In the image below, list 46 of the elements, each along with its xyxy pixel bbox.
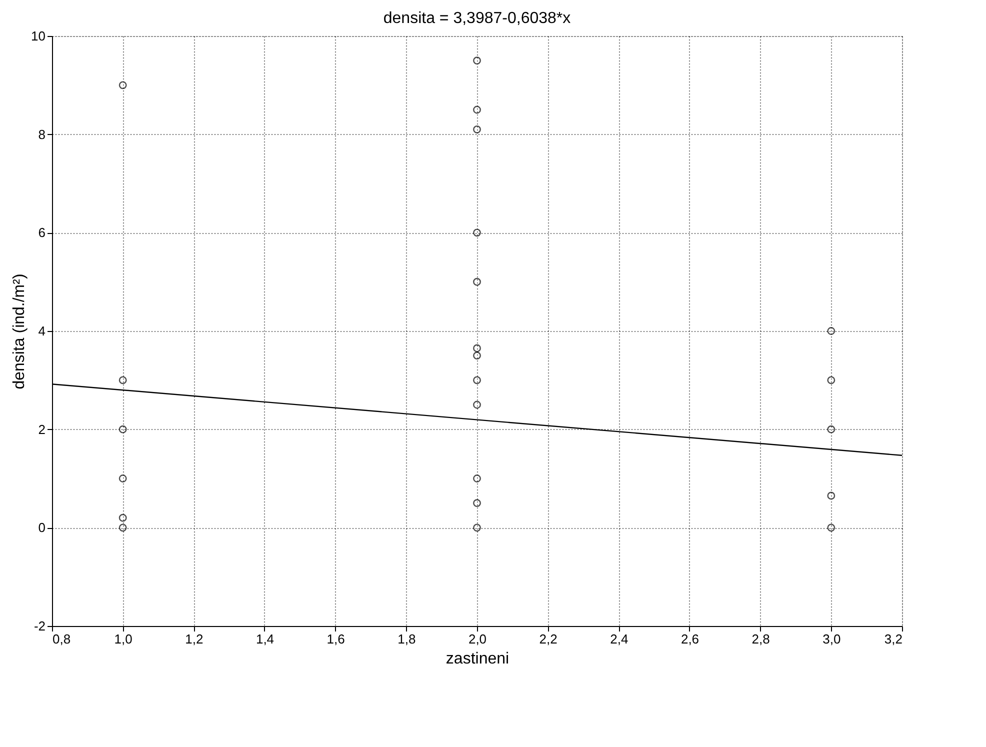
x-tick-label: 1,4: [256, 632, 274, 646]
x-tick-label: 3,2: [884, 632, 902, 646]
x-tick-label: 2,4: [610, 632, 628, 646]
y-tick-label: 0: [38, 520, 46, 536]
point: [118, 514, 127, 522]
y-tick-label: 6: [38, 225, 46, 240]
x-axis-title: zastineni: [446, 650, 510, 668]
point: [118, 81, 127, 90]
point: [473, 524, 481, 532]
x-tick-label: 2,0: [468, 632, 487, 646]
point: [473, 499, 481, 508]
point: [473, 278, 481, 286]
point: [473, 400, 481, 409]
point: [473, 376, 481, 384]
point: [118, 376, 127, 384]
point: [473, 125, 481, 134]
y-tick-label: 2: [38, 422, 46, 437]
point: [473, 106, 481, 114]
x-tick-label: 2,2: [539, 632, 558, 646]
point: [473, 344, 481, 352]
point: [473, 56, 481, 65]
point: [827, 425, 836, 434]
point: [118, 474, 127, 482]
point: [827, 327, 836, 335]
x-tick-label: 3,0: [822, 632, 841, 646]
y-tick-label: 10: [31, 28, 46, 44]
point: [473, 228, 481, 237]
x-tick-label: 1,6: [326, 632, 345, 646]
point: [827, 524, 836, 532]
y-tick-label: 8: [38, 126, 46, 142]
x-tick-label: 1,8: [398, 632, 416, 646]
x-tick-label: 0,8: [52, 632, 71, 646]
point: [827, 376, 836, 384]
x-tick-label: 1,0: [114, 632, 132, 646]
y-axis-title: densita (ind./m²): [11, 274, 28, 390]
point: [473, 474, 481, 482]
x-tick-label: 1,2: [185, 632, 204, 646]
y-tick-label: 4: [38, 324, 46, 338]
x-tick-label: 2,6: [680, 632, 700, 646]
chart-title: densita = 3,3987-0,6038*x: [383, 10, 571, 27]
y-tick-label: -2: [34, 618, 46, 634]
point: [827, 492, 836, 500]
point: [118, 524, 127, 532]
point: [118, 425, 127, 434]
point: [473, 352, 481, 360]
x-tick-label: 2,8: [752, 632, 770, 646]
